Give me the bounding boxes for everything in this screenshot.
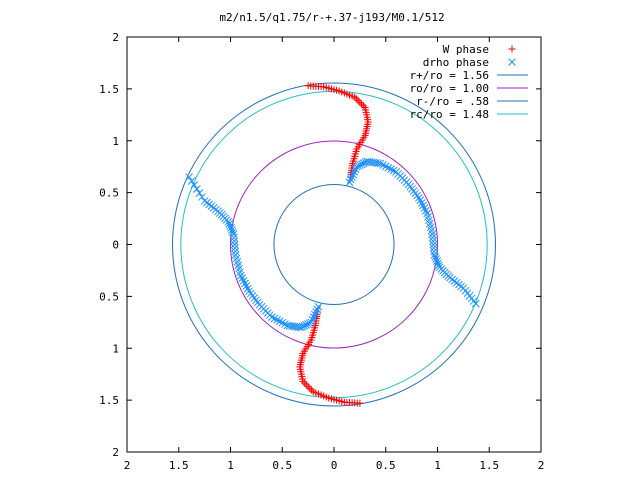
drho-phase-point (374, 159, 383, 168)
legend-marker (508, 58, 516, 66)
x-tick-label: 2 (124, 459, 131, 472)
x-tick-label: 1 (434, 459, 441, 472)
x-tick-label: 0.5 (272, 459, 292, 472)
w-phase-point (302, 381, 310, 389)
drho-phase-point (428, 233, 437, 242)
drho-phase-point (230, 240, 239, 249)
drho-phase-point (285, 321, 294, 330)
w-phase-point (356, 98, 364, 106)
drho-phase-point (471, 299, 480, 308)
drho-phase-point (434, 261, 443, 270)
drho-phase-point (312, 308, 320, 316)
drho-phase-point (227, 224, 235, 232)
drho-phase-point (431, 253, 440, 261)
y-tick-label: 1.5 (99, 83, 119, 96)
y-tick-label: 2 (112, 31, 119, 44)
drho-phase-point (430, 251, 439, 259)
drho-phase-point (433, 259, 442, 268)
w-phase-point (351, 93, 359, 101)
drho-phase-point (185, 173, 193, 181)
drho-phase-point (314, 302, 323, 311)
drho-phase-point (200, 197, 209, 205)
w-phase-point (301, 379, 309, 387)
x-tick-label: 1.5 (169, 459, 189, 472)
drho-phase-point (193, 185, 201, 193)
drho-phase-point (187, 177, 196, 185)
drho-phase-point (228, 226, 236, 234)
y-tick-label: 0.5 (99, 290, 119, 303)
drho-phase-point (228, 228, 237, 236)
drho-phase-point (349, 170, 358, 179)
x-tick-label: 0 (331, 459, 338, 472)
drho-phase-point (313, 305, 322, 314)
reference-circle (273, 183, 395, 306)
drho-phase-point (198, 193, 206, 201)
w-phase-point (309, 388, 317, 396)
drho-phase-point (225, 219, 234, 228)
reference-circle (172, 82, 496, 407)
y-tick-label: 2 (112, 446, 119, 459)
legend-label: ro/ro = 1.00 (410, 82, 489, 95)
legend-label: r-/ro = .58 (416, 95, 489, 108)
legend-label: r+/ro = 1.56 (410, 69, 489, 82)
y-tick-label: 0.5 (99, 187, 119, 200)
reference-circle (180, 90, 488, 399)
drho-phase-point (345, 178, 354, 187)
drho-phase-point (231, 244, 239, 252)
legend-marker (508, 45, 516, 53)
drho-phase-point (310, 310, 319, 319)
reference-circle (230, 140, 438, 349)
x-tick-label: 0.5 (376, 459, 396, 472)
x-tick-label: 2 (538, 459, 545, 472)
x-tick-label: 1.5 (479, 459, 499, 472)
drho-phase-point (231, 251, 240, 259)
y-tick-label: 0 (112, 239, 119, 252)
reference-circles (172, 82, 496, 407)
drho-phase-point (350, 168, 359, 176)
w-phase-point (306, 384, 314, 392)
w-phase-point (358, 100, 366, 108)
drho-phase-point (429, 237, 437, 245)
w-phase-point (354, 97, 362, 105)
drho-phase-point (432, 255, 440, 263)
drho-phase-point (309, 313, 318, 321)
legend-label: W phase (443, 43, 489, 56)
w-phase-point (359, 102, 367, 110)
drho-phase-point (429, 240, 438, 249)
data-points (185, 82, 480, 407)
drho-phase-point (195, 189, 204, 197)
drho-phase-point (230, 237, 239, 245)
drho-phase-point (428, 230, 437, 238)
w-phase-point (352, 95, 360, 103)
drho-phase-point (346, 175, 355, 184)
drho-phase-point (190, 181, 199, 189)
axis-ticks: 2 1.5 1 0.5 0 0.5 1 1.5 221.510.500.511.52 (99, 31, 544, 472)
w-phase-point (304, 383, 312, 391)
x-tick-label: 1 (227, 459, 234, 472)
y-tick-label: 1.5 (99, 394, 119, 407)
y-tick-label: 1 (112, 342, 119, 355)
legend-label: drho phase (423, 56, 489, 69)
drho-phase-point (226, 221, 235, 230)
drho-phase-point (433, 257, 441, 265)
drho-phase-point (429, 244, 438, 252)
drho-phase-point (231, 247, 240, 256)
drho-phase-point (229, 230, 238, 238)
chart-title: m2/n1.5/q1.75/r-+.37-j193/M0.1/512 (219, 11, 444, 24)
drho-phase-point (348, 173, 356, 181)
y-tick-label: 1 (112, 135, 119, 148)
legend-label: rc/ro = 1.48 (410, 108, 489, 121)
w-phase-point (308, 386, 316, 394)
